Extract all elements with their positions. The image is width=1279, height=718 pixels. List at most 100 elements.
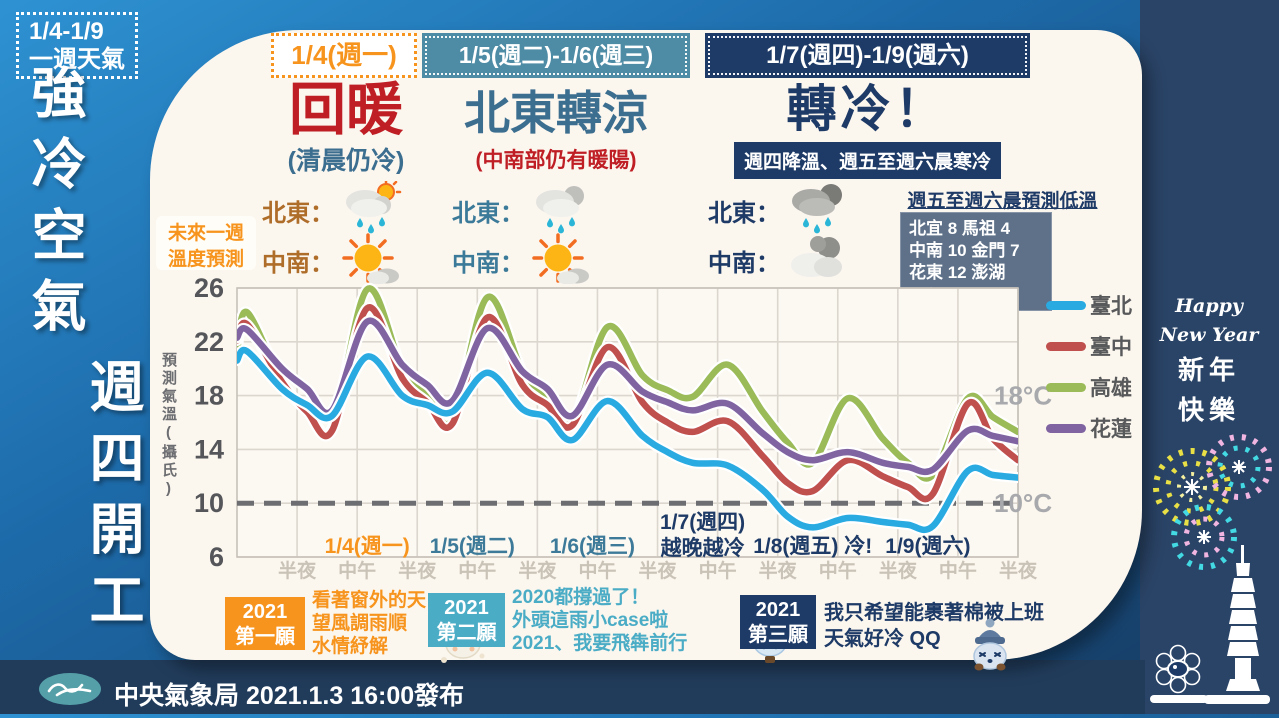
greeting-line: 快樂 [1177,395,1240,426]
poster-title-part1: 強冷空氣 [23,64,85,348]
svg-text:14: 14 [194,434,224,464]
north-row: 北東： [708,183,848,235]
svg-text:中午: 中午 [578,559,616,582]
section-monday: 回暖 (清晨仍冷) [246,82,446,177]
legend-item-hualien: 花蓮 [1046,413,1132,443]
svg-text:1/7(週四): 1/7(週四) [660,511,745,534]
kaohsiung-line-swatch [1046,382,1086,392]
svg-text:18: 18 [194,381,224,411]
issue-timestamp: 2021.1.3 16:00發布 [245,682,465,710]
cloudy-icon [786,233,848,288]
svg-text:1/5(週二): 1/5(週二) [430,535,515,558]
wish-badge-3: 2021 第三願 [740,595,816,649]
svg-text:1/4(週一): 1/4(週一) [325,535,410,558]
svg-text:1/8(週五) 冷!: 1/8(週五) 冷! [753,534,872,558]
svg-text:10°C: 10°C [994,488,1052,518]
taipei-101-icon [1204,545,1270,704]
legend-label: 高雄 [1090,377,1132,400]
footer-issuer: 中央氣象局 2021.1.3 16:00發布 [114,676,464,712]
happy-new-year-script: Happy New Year [1149,292,1269,349]
north-label: 北東： [262,199,334,227]
week-range-badge: 1/4-1/9 一週天氣 [16,12,138,80]
north-row: 北東： [452,185,592,235]
svg-text:半夜: 半夜 [879,559,918,582]
main-card: 1/4(週一) 1/5(週二)-1/6(週三) 1/7(週四)-1/9(週六) … [150,30,1142,671]
wish-line: 看著窗外的天 [312,590,427,611]
subline-cold-bar: 週四降溫、週五至週六晨寒冷 [733,142,1001,179]
wish-text-2: 2020都撐過了！ 外頭這雨小case啦 2021、我要飛犇前行 [512,587,747,655]
weather-column-thu-sat: 北東： 中南： [708,183,848,288]
svg-text:中午: 中午 [458,559,496,582]
wish-line: 天氣好冷 QQ [824,628,941,650]
low-temp-line: 中南 10 金門 7 [909,240,1020,260]
legend-item-kaohsiung: 高雄 [1046,372,1132,402]
date-range-box-thu-sat: 1/7(週四)-1/9(週六) [705,33,1030,78]
rain-cloud-icon [530,181,592,240]
date-range-box-mon: 1/4(週一) [271,33,417,78]
wish-badge-1: 2021 第一願 [225,597,305,650]
section-tue-wed: 北東轉涼 (中南部仍有暖陽) [422,90,690,174]
svg-text:半夜: 半夜 [999,559,1038,582]
svg-text:中午: 中午 [819,559,857,582]
south-row: 中南： [452,232,592,285]
script-line: Happy [1175,295,1243,317]
svg-text:中午: 中午 [939,559,977,582]
agency-name: 中央氣象局 [114,682,240,710]
svg-text:1/6(週三): 1/6(週三) [550,535,635,558]
wish-line: 2020都撐過了！ [512,587,650,608]
svg-text:1/9(週六): 1/9(週六) [885,535,970,558]
wish-badge-label: 第二願 [436,622,497,644]
dark-rain-cloud-icon [786,181,848,240]
svg-text:半夜: 半夜 [518,559,557,582]
legend-item-taipei: 臺北 [1046,290,1132,320]
south-label: 中南： [452,249,524,277]
svg-text:10: 10 [194,488,224,518]
footer-bar [0,660,1145,714]
wish-badge-label: 第一願 [235,626,295,648]
low-temp-line: 北宜 8 馬祖 4 [909,219,1011,238]
hualien-line-swatch [1046,423,1086,433]
wish-line: 2021、我要飛犇前行 [512,632,688,654]
south-row: 中南： [262,232,402,285]
headline-warming: 回暖 [289,78,403,142]
right-panel [1140,0,1279,714]
low-temp-title: 週五至週六晨預測低溫 [907,191,1098,212]
weather-column-monday: 北東： 中南： [262,179,402,285]
rain-cloud-sun-icon [340,179,402,240]
svg-text:6: 6 [209,542,224,572]
svg-text:半夜: 半夜 [639,559,678,582]
subline-warming: (清晨仍冷) [287,147,405,175]
chart-y-axis-label: 預測氣溫(攝氏) [160,352,177,500]
wish-line: 我只希望能裹著棉被上班 [824,602,1044,624]
north-label: 北東： [708,199,780,227]
svg-text:半夜: 半夜 [759,559,798,582]
taichung-line-swatch [1046,341,1086,351]
cwb-logo-icon [38,672,102,711]
wish-badge-2: 2021 第二願 [428,593,505,647]
poster-title-part2: 週四開工 [81,358,143,642]
wish-badge-year: 2021 [755,599,801,621]
section-thu-sat: 轉冷！ 週四降溫、週五至週六晨寒冷 [705,84,1030,179]
svg-text:越晚越冷: 越晚越冷 [660,536,745,560]
sunny-icon [340,232,402,289]
wish-badge-year: 2021 [444,597,489,619]
week-range-label: 一週天氣 [29,45,125,73]
svg-text:22: 22 [194,327,224,357]
north-label: 北東： [452,199,524,227]
date-range-box-tue-wed: 1/5(週二)-1/6(週三) [422,33,690,78]
svg-text:半夜: 半夜 [278,559,317,582]
radar-telescope-icon [1150,644,1208,703]
south-label: 中南： [262,249,334,277]
forecast-note-line2: 溫度預測 [167,248,244,270]
wish-line: 水情紓解 [312,635,389,657]
wish-text-3: 我只希望能裹著棉被上班 天氣好冷 QQ [824,600,1114,652]
wish-badge-year: 2021 [242,601,288,623]
legend-item-taichung: 臺中 [1046,331,1132,361]
south-label: 中南： [708,249,780,277]
headline-cold: 轉冷！ [786,81,949,137]
svg-text:中午: 中午 [699,559,737,582]
taipei-line-swatch [1046,300,1086,310]
north-row: 北東： [262,179,402,235]
fireworks-icon [1144,425,1274,580]
